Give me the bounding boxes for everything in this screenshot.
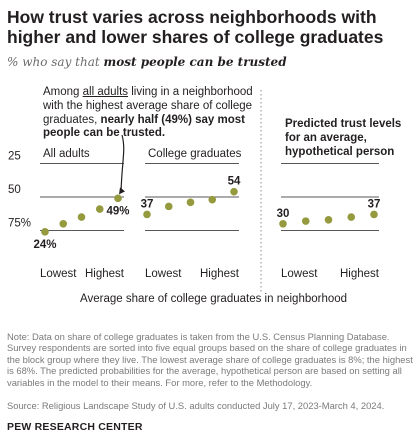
- data-point: [186, 198, 195, 207]
- data-label: 37: [141, 198, 154, 210]
- data-point: [114, 194, 122, 203]
- annotation-part-2: living in a neighborhood with the highes…: [43, 86, 253, 126]
- data-point: [59, 220, 68, 228]
- x-tick-label-highest: Highest: [200, 268, 240, 280]
- panel-title: All adults: [43, 148, 90, 160]
- x-axis-label: Average share of college graduates in ne…: [80, 293, 347, 305]
- data-label: 24%: [33, 239, 56, 251]
- source-text: Source: Religious Landscape Study of U.S…: [7, 400, 385, 411]
- data-point: [208, 195, 217, 204]
- data-point: [95, 205, 104, 213]
- data-point: [279, 220, 287, 228]
- subtitle-prefix: % who say that: [7, 55, 104, 69]
- x-tick-label-lowest: Lowest: [281, 268, 318, 280]
- chart-marks: 75% 50 25 All adults 24% 49% Lowest Highest Coll…: [8, 90, 380, 305]
- chart-svg: 75% 50 25 All adults 24% 49% Lowest Highest Coll…: [8, 90, 380, 305]
- annotation-underlined: all adults: [82, 86, 129, 98]
- pew-research-center-logo: PEW RESEARCH CENTER: [7, 421, 143, 433]
- data-label: 49%: [106, 205, 129, 217]
- data-point: [77, 213, 86, 221]
- data-point: [347, 213, 356, 221]
- callout-arrow: [120, 134, 125, 193]
- data-point: [143, 210, 151, 219]
- note-text: Note: Data on share of college graduates…: [7, 331, 413, 388]
- data-label: 30: [277, 208, 290, 220]
- x-tick-label-highest: Highest: [340, 268, 380, 280]
- data-point: [164, 202, 173, 211]
- data-point: [370, 210, 378, 219]
- y-tick-label: 50: [8, 184, 21, 196]
- predicted-trust-label: Predicted trust levels for an average, h…: [285, 118, 402, 158]
- data-label: 54: [228, 176, 241, 188]
- x-tick-label-lowest: Lowest: [145, 268, 182, 280]
- x-tick-label-highest: Highest: [85, 268, 125, 280]
- data-label: 37: [368, 198, 381, 210]
- panel-title: College graduates: [148, 148, 242, 160]
- callout-arrowhead: [119, 187, 125, 195]
- chart-title: How trust varies across neighborhoods wi…: [7, 7, 384, 47]
- annotation-bold: nearly half (49%) say most people can be…: [43, 113, 245, 140]
- chart-subtitle: % who say that most people can be truste…: [7, 55, 287, 70]
- annotation-part-1: Among: [43, 86, 83, 98]
- y-tick-label: 75%: [8, 218, 31, 230]
- data-point: [230, 187, 238, 196]
- data-point: [41, 228, 49, 236]
- y-tick-label: 25: [8, 151, 21, 163]
- data-point: [324, 215, 333, 224]
- subtitle-emphasis: most people can be trusted: [103, 55, 287, 69]
- highest-share-annotation: Among all adults living in a neighborhoo…: [43, 86, 253, 141]
- data-point: [301, 217, 310, 225]
- x-tick-label-lowest: Lowest: [40, 268, 77, 280]
